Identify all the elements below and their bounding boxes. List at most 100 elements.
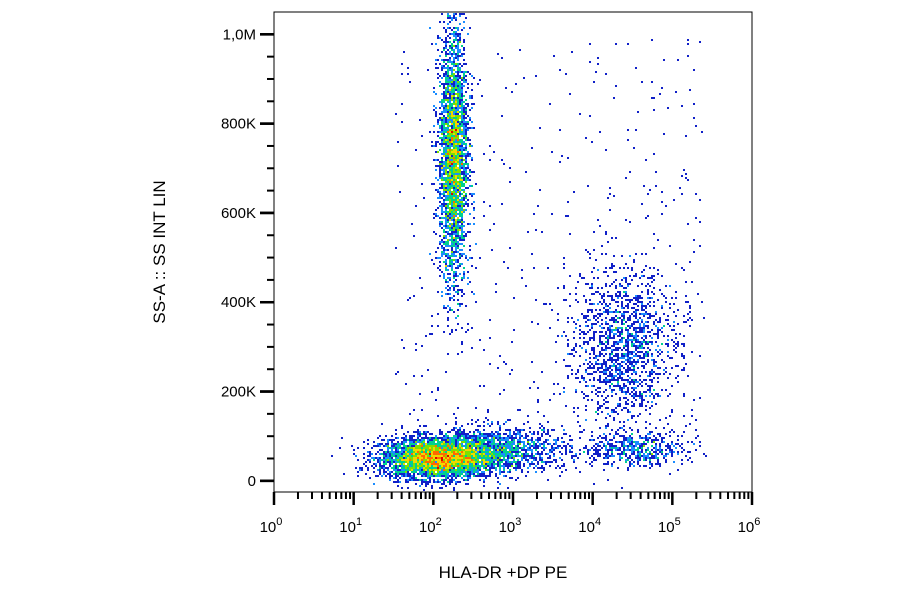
event-point: [629, 393, 631, 395]
event-point: [547, 453, 549, 455]
event-point: [441, 133, 443, 135]
event-point: [461, 91, 463, 93]
event-point: [459, 213, 461, 215]
event-point: [471, 423, 473, 425]
event-point: [637, 327, 639, 329]
event-point: [473, 449, 475, 451]
event-point: [433, 109, 435, 111]
event-point: [447, 73, 449, 75]
event-point: [501, 451, 503, 453]
event-point: [451, 127, 453, 129]
event-point: [541, 447, 543, 449]
event-point: [535, 229, 537, 231]
event-point: [521, 449, 523, 451]
event-point: [625, 397, 627, 399]
event-point: [653, 389, 655, 391]
event-point: [611, 449, 613, 451]
event-point: [439, 223, 441, 225]
event-point: [663, 457, 665, 459]
event-point: [663, 427, 665, 429]
event-point: [631, 341, 633, 343]
event-point: [461, 457, 463, 459]
event-point: [613, 271, 615, 273]
event-point: [469, 143, 471, 145]
event-point: [449, 173, 451, 175]
event-point: [495, 475, 497, 477]
event-point: [433, 463, 435, 465]
event-point: [469, 139, 471, 141]
event-point: [471, 465, 473, 467]
event-point: [657, 351, 659, 353]
event-point: [635, 443, 637, 445]
event-point: [555, 461, 557, 463]
event-point: [635, 275, 637, 277]
event-point: [641, 449, 643, 451]
event-point: [457, 39, 459, 41]
event-point: [619, 397, 621, 399]
event-point: [451, 461, 453, 463]
event-point: [365, 461, 367, 463]
event-point: [593, 449, 595, 451]
event-point: [457, 43, 459, 45]
event-point: [685, 295, 687, 297]
event-point: [371, 453, 373, 455]
event-point: [447, 41, 449, 43]
event-point: [431, 451, 433, 453]
event-point: [455, 37, 457, 39]
event-point: [625, 293, 627, 295]
event-point: [663, 361, 665, 363]
event-point: [463, 275, 465, 277]
event-point: [445, 89, 447, 91]
event-point: [477, 473, 479, 475]
event-point: [461, 303, 463, 305]
event-point: [599, 371, 601, 373]
event-point: [473, 103, 475, 105]
event-point: [433, 183, 435, 185]
event-point: [507, 463, 509, 465]
event-point: [471, 195, 473, 197]
event-point: [575, 373, 577, 375]
event-point: [443, 123, 445, 125]
event-point: [465, 155, 467, 157]
event-point: [575, 299, 577, 301]
event-point: [557, 447, 559, 449]
event-point: [441, 455, 443, 457]
event-point: [411, 441, 413, 443]
event-point: [651, 297, 653, 299]
event-point: [653, 275, 655, 277]
event-point: [621, 301, 623, 303]
event-point: [477, 447, 479, 449]
event-point: [647, 341, 649, 343]
event-point: [641, 351, 643, 353]
event-point: [463, 463, 465, 465]
event-point: [451, 97, 453, 99]
event-point: [465, 169, 467, 171]
event-point: [423, 441, 425, 443]
event-point: [461, 433, 463, 435]
event-point: [457, 455, 459, 457]
event-point: [471, 257, 473, 259]
event-point: [443, 465, 445, 467]
event-point: [445, 127, 447, 129]
event-point: [605, 347, 607, 349]
event-point: [425, 461, 427, 463]
event-point: [433, 475, 435, 477]
event-point: [373, 459, 375, 461]
event-point: [667, 315, 669, 317]
event-point: [433, 443, 435, 445]
event-point: [651, 315, 653, 317]
event-point: [561, 465, 563, 467]
event-point: [443, 187, 445, 189]
event-point: [437, 463, 439, 465]
event-point: [397, 455, 399, 457]
event-point: [667, 319, 669, 321]
event-point: [629, 325, 631, 327]
event-point: [449, 27, 451, 29]
event-point: [675, 291, 677, 293]
event-point: [565, 469, 567, 471]
event-point: [649, 313, 651, 315]
event-point: [467, 465, 469, 467]
event-point: [635, 311, 637, 313]
event-point: [631, 405, 633, 407]
event-point: [485, 449, 487, 451]
